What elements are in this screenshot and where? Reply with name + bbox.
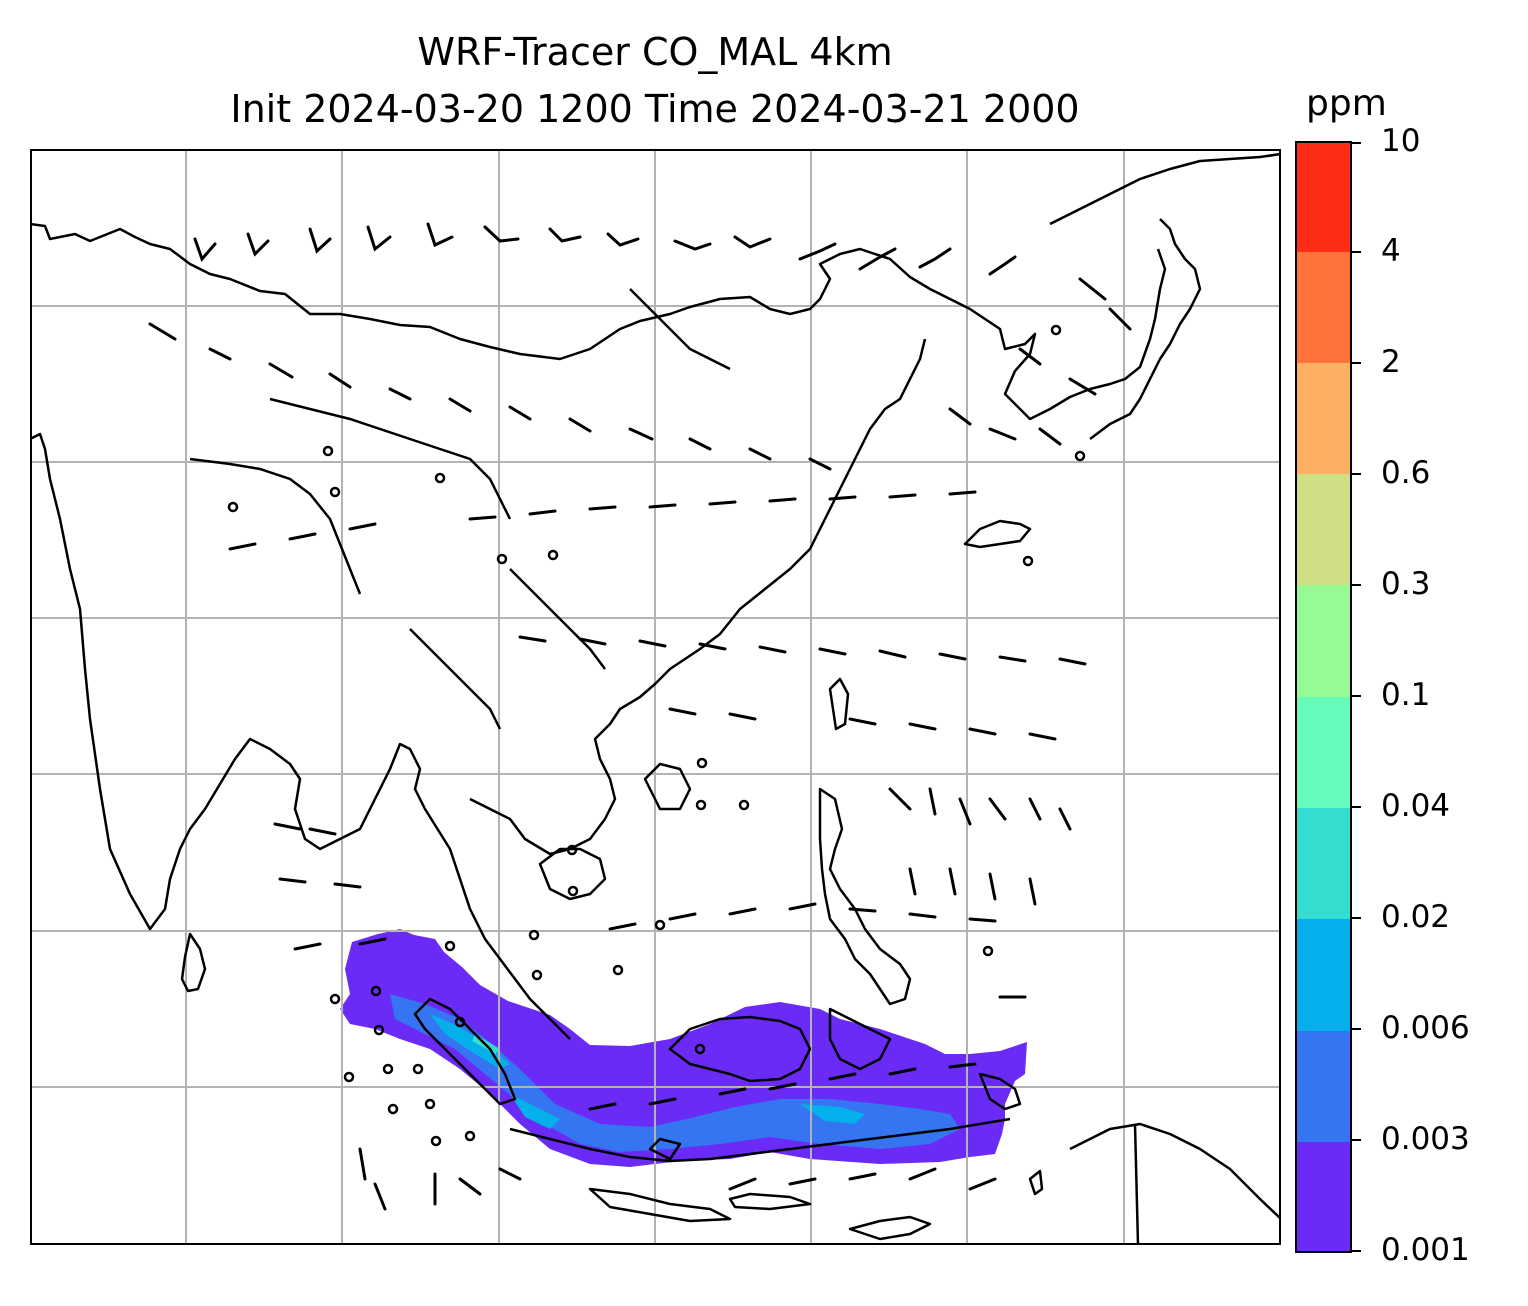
colorbar-tick-label: 2 (1381, 344, 1401, 380)
tracer-plume (340, 929, 1027, 1167)
colorbar-segment (1295, 252, 1351, 363)
colorbar-segment (1295, 919, 1351, 1031)
colorbar-tick-label: 0.003 (1381, 1121, 1470, 1157)
colorbar-segments (1295, 142, 1351, 1252)
colorbar-ticks (1351, 142, 1361, 1252)
map-frame (30, 149, 1281, 1245)
colorbar-segment (1295, 474, 1351, 585)
colorbar-tick-label: 0.02 (1381, 899, 1451, 935)
colorbar-tick-label: 0.1 (1381, 677, 1431, 713)
coastlines (30, 152, 1281, 1241)
colorbar-segment (1295, 363, 1351, 474)
colorbar-tick-label: 0.04 (1381, 788, 1451, 824)
country-borders (189, 288, 1140, 1245)
colorbar-segment (1295, 1142, 1351, 1252)
colorbar-segment (1295, 1031, 1351, 1142)
colorbar-tick-label: 0.006 (1381, 1010, 1470, 1046)
plume-level-0.006 (430, 1014, 510, 1069)
colorbar-segment (1295, 142, 1351, 252)
colorbar-tick-label: 0.001 (1381, 1232, 1470, 1268)
colorbar-tick-label: 0.3 (1381, 566, 1431, 602)
wind-barbs (227, 324, 1086, 1147)
colorbar-tick-label: 4 (1381, 233, 1401, 269)
lat-lon-gridlines (30, 149, 1281, 1245)
colorbar-tick-label: 10 (1381, 123, 1421, 159)
plot-title-line1: WRF-Tracer CO_MAL 4km (417, 30, 893, 74)
colorbar (1295, 141, 1361, 1253)
map-panel (30, 149, 1281, 1245)
colorbar-segment (1295, 697, 1351, 808)
colorbar-tick-label: 0.6 (1381, 455, 1431, 491)
plot-title-line2: Init 2024-03-20 1200 Time 2024-03-21 200… (230, 87, 1080, 131)
colorbar-segment (1295, 808, 1351, 919)
colorbar-unit-label: ppm (1306, 83, 1387, 124)
colorbar-segment (1295, 585, 1351, 697)
